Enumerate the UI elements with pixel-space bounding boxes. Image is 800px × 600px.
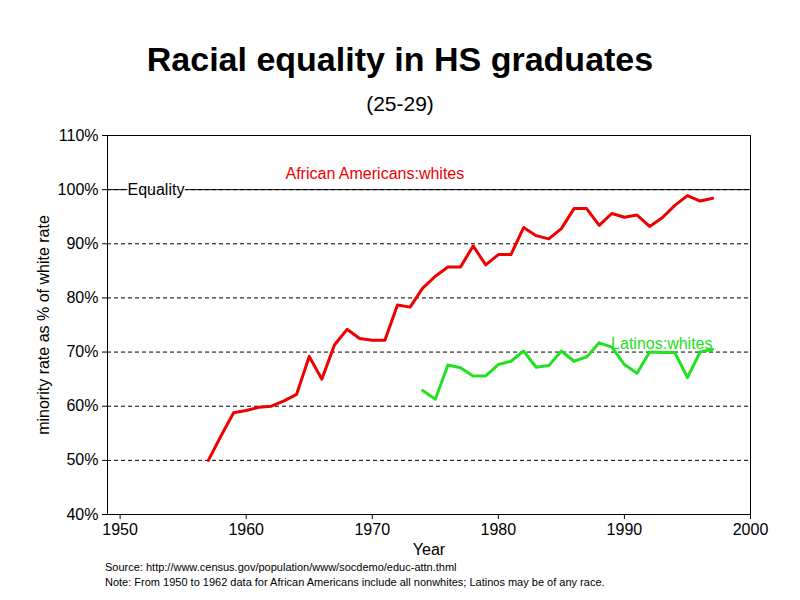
svg-text:50%: 50%	[66, 451, 98, 468]
svg-text:Year: Year	[413, 541, 446, 558]
svg-text:1990: 1990	[607, 521, 643, 538]
svg-text:1960: 1960	[228, 521, 264, 538]
svg-text:100%: 100%	[58, 181, 99, 198]
html-text:Note: From 1950 to 1962 data f: Note: From 1950 to 1962 data for African…	[105, 576, 605, 588]
svg-text:Equality: Equality	[128, 181, 185, 198]
svg-text:Latinos:whites: Latinos:whites	[611, 335, 712, 352]
svg-text:40%: 40%	[66, 506, 98, 523]
svg-text:1980: 1980	[481, 521, 517, 538]
html-text:Source: http://www.census.gov/: Source: http://www.census.gov/population…	[105, 561, 457, 573]
svg-text:60%: 60%	[66, 397, 98, 414]
html-text:(25-29): (25-29)	[366, 92, 434, 115]
svg-text:70%: 70%	[66, 343, 98, 360]
svg-text:90%: 90%	[66, 235, 98, 252]
svg-text:110%: 110%	[59, 127, 99, 144]
svg-text:minority rate as % of white ra: minority rate as % of white rate	[35, 215, 52, 435]
svg-text:African Americans:whites: African Americans:whites	[286, 165, 465, 182]
html-text:Racial equality in HS graduate: Racial equality in HS graduates	[146, 40, 654, 78]
svg-text:80%: 80%	[66, 289, 98, 306]
svg-text:1950: 1950	[102, 521, 138, 538]
svg-text:1970: 1970	[354, 521, 390, 538]
svg-text:2000: 2000	[733, 521, 769, 538]
